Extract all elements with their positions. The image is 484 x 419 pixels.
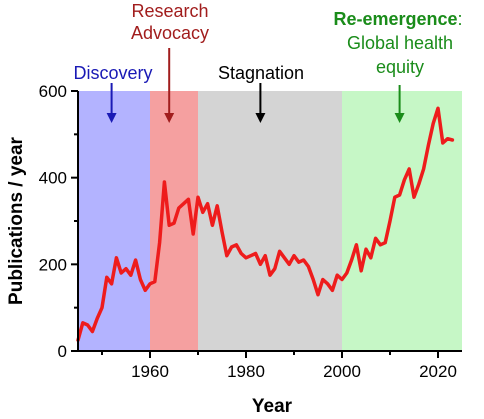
x-tick-label-1980: 1980	[227, 362, 265, 381]
y-tick-label-600: 600	[39, 82, 67, 101]
era-arrow-1	[164, 48, 175, 123]
y-tick-label-200: 200	[39, 255, 67, 274]
x-tick-label-2020: 2020	[419, 362, 457, 381]
y-axis-title: Publications / year	[6, 136, 27, 304]
era-bands	[78, 91, 462, 351]
era-arrow-2	[255, 83, 266, 123]
x-tick-label-2000: 2000	[323, 362, 361, 381]
era-label-reemergence-line-0: Global health	[347, 33, 453, 53]
x-tick-label-1960: 1960	[131, 362, 169, 381]
x-ticks: 1960 1980 2000 2020	[101, 351, 457, 381]
era-label-research-advocacy-line-1: Advocacy	[131, 23, 209, 43]
era-band-0	[78, 91, 150, 351]
era-label-research-advocacy-line-0: Research	[131, 1, 208, 21]
era-arrow-0	[106, 83, 117, 123]
era-label-reemergence-line-1: equity	[376, 57, 424, 77]
era-label-stagnation: Stagnation	[218, 63, 304, 83]
era-band-2	[198, 91, 342, 351]
era-arrows	[106, 48, 405, 123]
publications-series-line	[76, 106, 455, 342]
y-ticks: 0 200 400 600	[39, 82, 78, 361]
era-label-reemergence-title: Re-emergence:	[333, 9, 462, 29]
era-arrow-3	[394, 85, 405, 123]
x-axis-title: Year	[252, 396, 293, 417]
y-tick-label-0: 0	[58, 342, 67, 361]
y-tick-label-400: 400	[39, 169, 67, 188]
era-band-3	[342, 91, 462, 351]
era-label-discovery: Discovery	[73, 63, 152, 83]
